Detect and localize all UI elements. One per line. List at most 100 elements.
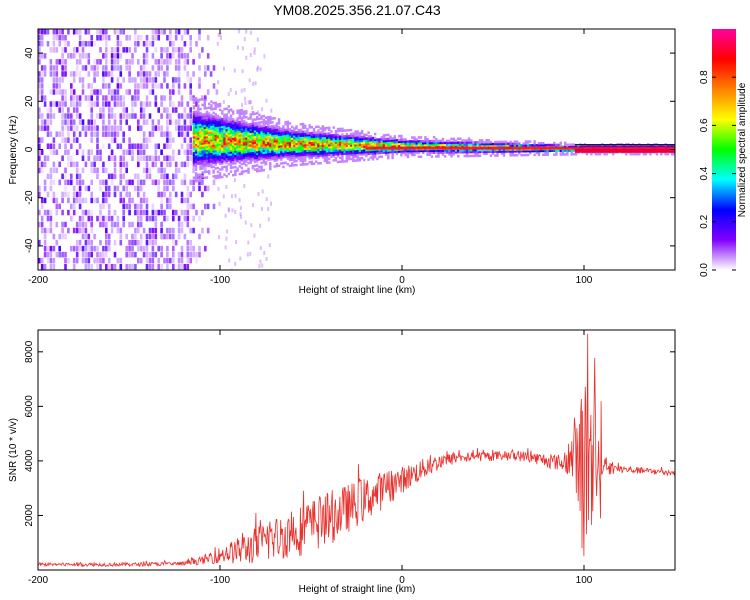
heatmap-cell bbox=[49, 113, 53, 119]
heatmap-cell bbox=[249, 153, 252, 157]
colorbar-ticks: 0.00.20.40.60.8 bbox=[699, 70, 736, 277]
heatmap-cell bbox=[446, 151, 449, 154]
heatmap-cell bbox=[470, 145, 473, 148]
heatmap-cell bbox=[113, 125, 117, 131]
heatmap-cell bbox=[270, 201, 272, 206]
heatmap-cell bbox=[55, 209, 59, 216]
heatmap-cell bbox=[72, 29, 76, 35]
heatmap-cell bbox=[52, 257, 56, 264]
heatmap-cell bbox=[352, 138, 355, 141]
heatmap-cell bbox=[122, 185, 125, 192]
heatmap-cell bbox=[234, 165, 237, 169]
heatmap-cell bbox=[382, 137, 386, 141]
heatmap-cell bbox=[332, 151, 335, 154]
heatmap-cell bbox=[507, 142, 510, 145]
heatmap-cell bbox=[107, 95, 111, 101]
heatmap-cell bbox=[163, 233, 166, 240]
heatmap-cell bbox=[236, 128, 239, 132]
heatmap-cell bbox=[284, 128, 287, 132]
heatmap-cell bbox=[38, 149, 41, 155]
heatmap-cell bbox=[596, 145, 600, 148]
heatmap-cell bbox=[330, 141, 333, 145]
heatmap-cell bbox=[387, 149, 390, 152]
heatmap-cell bbox=[192, 147, 196, 151]
heatmap-cell bbox=[90, 131, 93, 137]
heatmap-cell bbox=[96, 167, 99, 174]
heatmap-cell bbox=[367, 150, 370, 154]
heatmap-cell bbox=[107, 264, 111, 270]
heatmap-cell bbox=[325, 151, 329, 155]
heatmap-cell bbox=[205, 110, 209, 114]
heatmap-cell bbox=[494, 154, 497, 157]
heatmap-cell bbox=[107, 83, 111, 89]
heatmap-cell bbox=[271, 142, 274, 145]
heatmap-cell bbox=[157, 71, 160, 77]
heatmap-cell bbox=[137, 179, 140, 186]
heatmap-cell bbox=[323, 153, 327, 157]
heatmap-cell bbox=[280, 142, 283, 146]
heatmap-cell bbox=[369, 144, 372, 148]
heatmap-cell bbox=[325, 144, 329, 147]
heatmap-cell bbox=[67, 149, 70, 155]
heatmap-cell bbox=[134, 35, 137, 41]
heatmap-cell bbox=[295, 148, 298, 151]
heatmap-cell bbox=[308, 145, 311, 148]
heatmap-cell bbox=[96, 71, 99, 77]
heatmap-cell bbox=[269, 148, 272, 152]
heatmap-cell bbox=[310, 156, 313, 160]
heatmap-cell bbox=[343, 144, 346, 148]
heatmap-cell bbox=[234, 209, 237, 214]
heatmap-cell bbox=[131, 179, 134, 186]
heatmap-cell bbox=[58, 203, 61, 210]
heatmap-cell bbox=[267, 120, 270, 123]
heatmap-cell bbox=[223, 132, 226, 136]
heatmap-cell bbox=[40, 215, 44, 222]
heatmap-cell bbox=[301, 126, 305, 130]
heatmap-cell bbox=[107, 107, 111, 113]
heatmap-cell bbox=[315, 137, 318, 140]
heatmap-cell bbox=[251, 143, 255, 147]
heatmap-cell bbox=[216, 134, 220, 137]
heatmap-cell bbox=[264, 131, 268, 135]
heatmap-cell bbox=[105, 227, 108, 234]
heatmap-cell bbox=[110, 47, 114, 53]
heatmap-cell bbox=[363, 143, 366, 146]
heatmap-cell bbox=[360, 135, 364, 139]
heatmap-cell bbox=[99, 29, 102, 35]
heatmap-cell bbox=[502, 144, 506, 147]
heatmap-cell bbox=[102, 191, 105, 198]
heatmap-cell bbox=[90, 107, 93, 113]
heatmap-cell bbox=[199, 113, 202, 117]
heatmap-cell bbox=[75, 221, 79, 228]
heatmap-cell bbox=[216, 153, 220, 156]
heatmap-cell bbox=[467, 137, 471, 140]
heatmap-cell bbox=[154, 227, 158, 234]
heatmap-cell bbox=[487, 150, 490, 154]
heatmap-cell bbox=[216, 145, 220, 149]
heatmap-cell bbox=[234, 193, 237, 198]
heatmap-cell bbox=[90, 101, 93, 107]
heatmap-cell bbox=[105, 59, 108, 65]
heatmap-cell bbox=[360, 156, 364, 160]
heatmap-cell bbox=[192, 130, 196, 133]
heatmap-cell bbox=[400, 144, 403, 147]
heatmap-cell bbox=[491, 148, 495, 152]
heatmap-cell bbox=[78, 101, 82, 107]
heatmap-cell bbox=[87, 245, 91, 252]
heatmap-cell bbox=[415, 142, 418, 145]
heatmap-cell bbox=[356, 157, 359, 160]
heatmap-cell bbox=[84, 227, 88, 234]
heatmap-cell bbox=[224, 213, 227, 218]
heatmap-cell bbox=[75, 161, 79, 168]
heatmap-cell bbox=[546, 153, 549, 156]
heatmap-cell bbox=[336, 129, 340, 133]
heatmap-cell bbox=[218, 122, 222, 125]
heatmap-cell bbox=[269, 146, 272, 150]
heatmap-cell bbox=[90, 83, 93, 89]
heatmap-cell bbox=[75, 71, 79, 77]
heatmap-cell bbox=[128, 35, 131, 41]
heatmap-cell bbox=[564, 153, 567, 156]
heatmap-cell bbox=[107, 125, 111, 131]
heatmap-cell bbox=[367, 144, 370, 148]
heatmap-cell bbox=[437, 141, 440, 145]
